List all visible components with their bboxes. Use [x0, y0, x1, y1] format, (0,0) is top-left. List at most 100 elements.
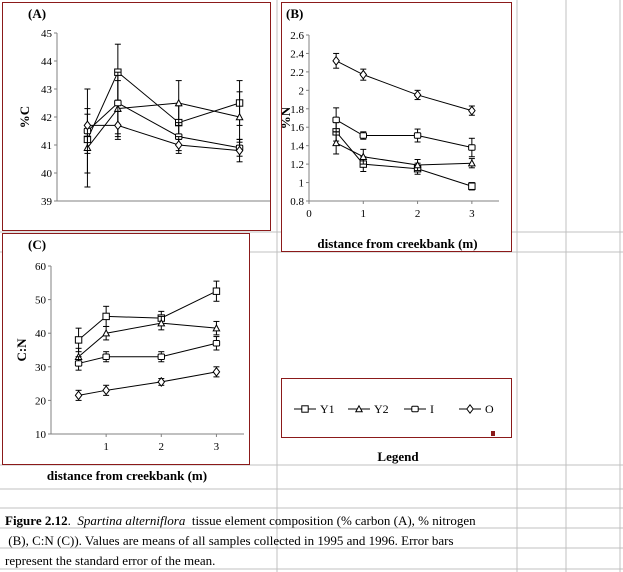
diamond-marker	[468, 105, 476, 116]
resize-handle	[491, 431, 495, 436]
legend-label: Y2	[374, 402, 389, 416]
cn-ratio-chart: 10 20 30 40 50 60 1 2 3 C:N	[14, 261, 244, 453]
y-axis-label: %C	[17, 106, 32, 128]
x-tick-label: 3	[214, 441, 220, 453]
y-tick-label: 1.8	[290, 104, 304, 116]
panel-a-label: (A)	[28, 6, 47, 21]
diamond-marker	[157, 376, 166, 387]
legend-item-y1: Y1	[294, 402, 335, 416]
legend-title: Legend	[377, 449, 419, 464]
legend-label: I	[430, 402, 434, 416]
diamond-marker	[212, 366, 221, 377]
diamond-marker	[102, 385, 110, 396]
y-axis-label: %N	[282, 106, 293, 129]
circle-marker	[468, 144, 476, 151]
legend: Y1 Y2 I O	[281, 378, 512, 438]
series-line	[87, 102, 240, 149]
series-line	[87, 124, 240, 152]
y-tick-label: 40	[41, 168, 53, 180]
x-tick-label: 0	[306, 208, 312, 220]
y-tick-label: 10	[35, 429, 47, 441]
series-o	[74, 366, 221, 401]
triangle-marker	[102, 328, 111, 337]
circle-marker	[157, 353, 165, 360]
legend-label: O	[485, 402, 494, 416]
x-tick-label: 2	[159, 441, 165, 453]
y-tick-label: 43	[41, 84, 53, 96]
triangle-marker	[157, 318, 166, 327]
series-line	[78, 342, 217, 364]
series-line	[78, 371, 217, 396]
square-marker	[74, 336, 83, 344]
legend-entries: Y1 Y2 I O	[294, 402, 495, 436]
x-tick-label: 3	[469, 208, 475, 220]
circle-marker	[359, 132, 367, 139]
square-marker	[301, 405, 309, 413]
y-tick-label: 1.2	[290, 159, 304, 171]
series-i	[74, 336, 221, 371]
square-marker	[102, 312, 110, 321]
diamond-marker	[114, 120, 122, 131]
circle-marker	[102, 353, 110, 360]
series-line	[78, 322, 217, 358]
carbon-chart: 39 40 41 42 43 44 45 %C	[17, 28, 270, 208]
diamond-marker	[332, 55, 340, 66]
y-tick-label: 0.8	[290, 196, 304, 208]
y-tick-label: 39	[41, 196, 53, 208]
figure-caption: Figure 2.12. Spartina alterniflora tissu…	[5, 513, 476, 568]
y-tick-label: 60	[35, 261, 47, 273]
diamond-marker	[174, 139, 183, 151]
y-tick-label: 1.6	[290, 122, 304, 134]
x-tick-label: 2	[415, 208, 421, 220]
series-y2	[332, 131, 476, 172]
circle-marker	[74, 360, 83, 367]
triangle-marker	[359, 152, 368, 160]
series-y1	[332, 122, 476, 191]
y-tick-label: 1.4	[290, 141, 304, 153]
square-marker	[468, 182, 476, 190]
y-tick-label: 2.4	[290, 48, 304, 60]
y-tick-label: 2	[299, 85, 305, 97]
y-tick-label: 2.6	[290, 30, 304, 42]
legend-item-y2: Y2	[348, 402, 389, 416]
y-tick-label: 45	[41, 28, 53, 40]
circle-marker	[212, 340, 221, 347]
diamond-marker	[83, 120, 92, 131]
caption-species: Spartina alterniflora	[77, 513, 186, 528]
triangle-marker	[174, 98, 183, 107]
caption-line2: (B), C:N (C)). Values are means of all s…	[8, 533, 454, 548]
circle-marker	[411, 405, 419, 413]
y-tick-label: 1	[299, 178, 305, 190]
nitrogen-chart: 0.8 1 1.2 1.4 1.6 1.8 2 2.2 2.4 2.6 0 1 2 3 %N	[282, 30, 499, 220]
series-line	[78, 290, 217, 341]
triangle-marker	[212, 323, 221, 332]
y-tick-label: 20	[35, 395, 47, 407]
panel-c-xlabel: distance from creekbank (m)	[46, 468, 208, 483]
caption-line3: represent the standard error of the mean…	[5, 553, 216, 568]
diamond-marker	[235, 145, 244, 156]
circle-marker	[332, 116, 340, 124]
legend-label: Y1	[320, 402, 335, 416]
chart-panel-a: (A) 39 40 41 42 43 44 45 %C	[2, 2, 271, 231]
y-tick-label: 50	[35, 295, 47, 307]
series-line	[86, 71, 240, 140]
series-line	[335, 119, 472, 148]
caption-line1: tissue element composition (% carbon (A)…	[191, 513, 476, 528]
series-y1	[83, 43, 244, 154]
triangle-marker	[413, 160, 422, 169]
x-tick-label: 1	[361, 208, 367, 220]
diamond-marker	[413, 89, 422, 100]
x-tick-label: 1	[103, 441, 109, 453]
series-o	[332, 52, 476, 116]
series-line	[335, 60, 472, 112]
panel-b-label: (B)	[286, 6, 304, 21]
chart-panel-b: (B) 0.8 1 1.2 1.4 1.6 1.8 2 2.2 2.4 2.6 0 1 2 3 %N dis…	[281, 2, 512, 252]
series-i	[332, 107, 476, 158]
series-line	[335, 142, 472, 166]
series-o	[83, 110, 244, 163]
y-tick-label: 41	[41, 140, 52, 152]
caption-figure-number: Figure 2.12	[5, 513, 68, 528]
y-tick-label: 30	[35, 362, 47, 374]
triangle-marker	[354, 404, 364, 413]
y-tick-label: 42	[41, 112, 52, 124]
